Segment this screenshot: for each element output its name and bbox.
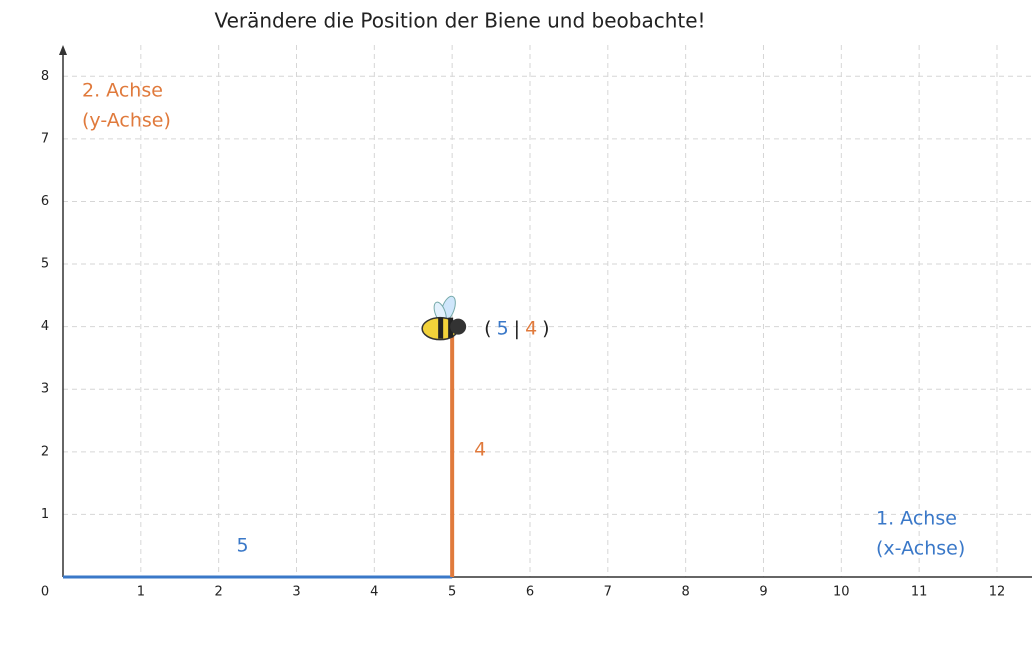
y-tick-label: 7	[41, 131, 49, 146]
x-axis-label: (x-Achse)	[876, 538, 965, 560]
title: Verändere die Position der Biene und beo…	[214, 9, 705, 33]
y-axis-label: (y-Achse)	[82, 110, 171, 132]
bee-head	[450, 318, 467, 335]
x-tick-label: 10	[833, 585, 850, 600]
point-label: (5 | 4)	[484, 317, 549, 339]
bee-stripe	[438, 317, 444, 339]
x-tick-label: 0	[41, 585, 49, 600]
x-tick-label: 6	[526, 585, 534, 600]
y-tick-label: 2	[41, 444, 49, 459]
point-label-part: 5	[497, 317, 509, 339]
x-tick-label: 8	[682, 585, 690, 600]
y-axis-label: 2. Achse	[82, 80, 163, 102]
x-tick-label: 4	[370, 585, 378, 600]
point-label-part: |	[514, 317, 520, 339]
y-tick-label: 1	[41, 507, 49, 522]
x-tick-label: 9	[759, 585, 767, 600]
y-tick-label: 6	[41, 194, 49, 209]
bee[interactable]	[421, 294, 467, 341]
point-label-part: 4	[525, 317, 537, 339]
y-tick-label: 5	[41, 257, 49, 272]
x-tick-label: 12	[989, 585, 1006, 600]
point-label-part: )	[542, 317, 549, 339]
x-tick-label: 5	[448, 585, 456, 600]
y-tick-label: 3	[41, 382, 49, 397]
y-axis-arrow	[59, 45, 67, 55]
y-tick-label: 4	[41, 319, 49, 334]
x-axis-label: 1. Achse	[876, 508, 957, 530]
point-label-part: (	[484, 317, 491, 339]
x-tick-label: 7	[604, 585, 612, 600]
x-tick-label: 11	[911, 585, 928, 600]
x-tick-label: 1	[137, 585, 145, 600]
x-tick-label: 2	[215, 585, 223, 600]
y-segment-label: 4	[474, 438, 486, 460]
x-segment-label: 5	[237, 535, 249, 557]
x-tick-label: 3	[292, 585, 300, 600]
y-tick-label: 8	[41, 69, 49, 84]
